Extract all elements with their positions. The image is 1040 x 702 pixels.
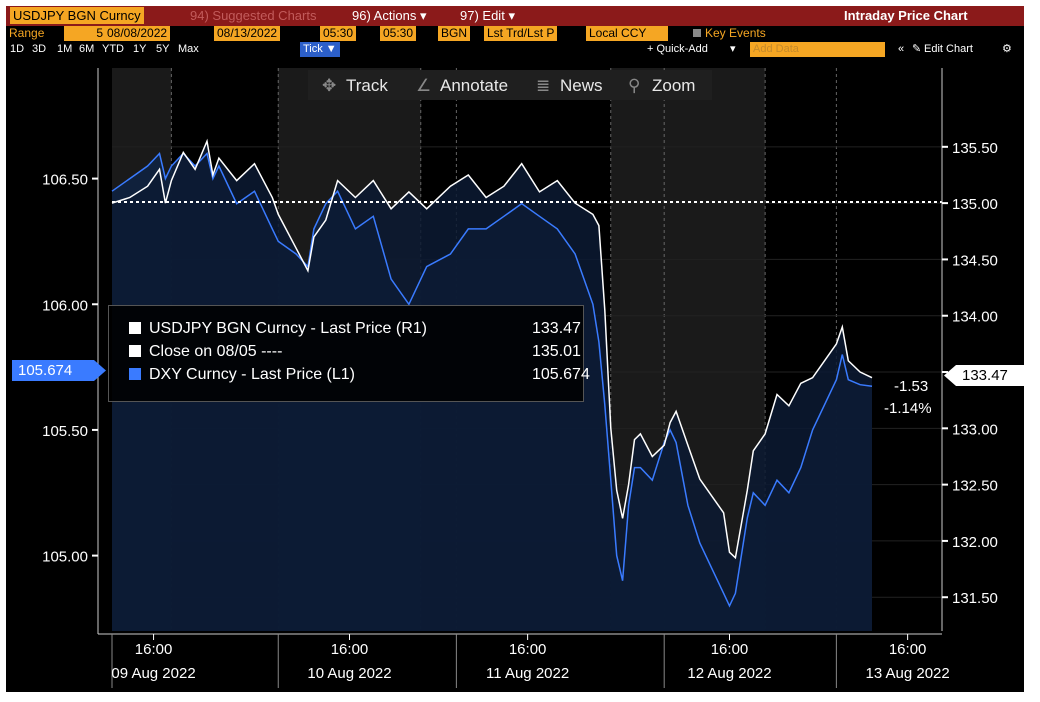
- range-label: Range: [9, 26, 45, 40]
- dxy-line: [111, 151, 873, 608]
- x-date-label: 10 Aug 2022: [307, 665, 391, 682]
- legend-row-close[interactable]: Close on 08/05 ---- 135.01: [129, 343, 581, 363]
- x-tick-label: 16:00: [509, 641, 547, 658]
- chart-toolbar: ✥ Track ∠ Annotate ≣ News ⚲ Zoom: [308, 70, 712, 100]
- legend-swatch: [129, 368, 141, 380]
- legend-label: USDJPY BGN Curncy - Last Price (R1): [149, 320, 427, 337]
- x-date-label: 11 Aug 2022: [486, 665, 569, 682]
- legend-value: 105.674: [532, 366, 590, 383]
- start-date-field[interactable]: 08/08/2022: [104, 26, 171, 41]
- legend-value: 135.01: [532, 343, 581, 360]
- period-ytd[interactable]: YTD: [102, 43, 124, 55]
- right-tick-label: 134.50: [952, 252, 998, 269]
- range-bar: Range 5 08/08/2022 08/13/2022 05:30 05:3…: [6, 26, 1024, 41]
- collapse-icon[interactable]: «: [898, 43, 905, 55]
- legend-label: Close on 08/05 ----: [149, 343, 283, 360]
- chevron-down-icon[interactable]: ▾: [730, 43, 736, 55]
- period-bar: 1D 3D 1M 6M YTD 1Y 5Y Max Tick ▼ + Quick…: [6, 42, 1024, 57]
- annotate-tool[interactable]: Annotate: [440, 76, 509, 95]
- period-1y[interactable]: 1Y: [133, 43, 147, 55]
- right-tick-label: 135.50: [952, 140, 998, 157]
- checkbox-icon: [693, 29, 701, 37]
- x-date-label: 09 Aug 2022: [111, 665, 195, 682]
- dxy-last-price-tag: 105.674: [12, 360, 94, 381]
- chevron-down-icon: ▾: [508, 8, 515, 23]
- quick-add-button[interactable]: + Quick-Add: [647, 43, 708, 55]
- header-bar: USDJPY BGN Curncy 94) Suggested Charts 9…: [6, 6, 1024, 26]
- legend-swatch: [129, 345, 141, 357]
- x-tick-label: 16:00: [711, 641, 749, 658]
- right-tick-label: 135.00: [952, 196, 998, 213]
- tag-arrow: [94, 360, 106, 381]
- edit-menu[interactable]: 97) Edit ▾: [460, 8, 515, 24]
- field-selector[interactable]: Lst Trd/Lst P: [484, 26, 558, 41]
- end-time-field[interactable]: 05:30: [380, 26, 417, 41]
- change-percent: -1.14%: [884, 400, 932, 417]
- left-tick-label: 106.00: [42, 297, 88, 314]
- bloomberg-terminal: 105.00 105.50 106.00 106.50 131.50 132.00 132.…: [6, 6, 1024, 692]
- news-tool[interactable]: News: [560, 76, 603, 95]
- tag-arrow: [944, 365, 956, 386]
- pencil-icon: ✎: [912, 43, 922, 55]
- period-5y[interactable]: 5Y: [156, 43, 170, 55]
- left-tick-label: 105.50: [42, 423, 88, 440]
- right-tick-label: 133.00: [952, 421, 998, 438]
- actions-label: 96) Actions: [352, 8, 417, 23]
- x-date-label: 13 Aug 2022: [865, 665, 949, 682]
- chart-legend: USDJPY BGN Curncy - Last Price (R1) 133.…: [108, 305, 590, 402]
- suggested-charts-menu[interactable]: 94) Suggested Charts: [190, 8, 317, 23]
- legend-label: DXY Curncy - Last Price (L1): [149, 366, 355, 383]
- usdjpy-line: [111, 138, 873, 560]
- pencil-icon: ∠: [416, 76, 432, 95]
- chevron-down-icon: ▾: [419, 8, 427, 23]
- period-6m[interactable]: 6M: [79, 43, 95, 55]
- period-max[interactable]: Max: [178, 43, 199, 55]
- left-tick-label: 106.50: [42, 172, 88, 189]
- key-events-toggle[interactable]: Key Events: [693, 26, 766, 41]
- add-data-input[interactable]: Add Data: [750, 42, 885, 57]
- usdjpy-last-price-tag: 133.47: [956, 365, 1024, 386]
- x-tick-label: 16:00: [331, 641, 369, 658]
- legend-swatch: [129, 322, 141, 334]
- period-3d[interactable]: 3D: [32, 43, 47, 55]
- x-date-label: 12 Aug 2022: [687, 665, 771, 682]
- crosshair-icon: ✥: [322, 76, 337, 95]
- period-1d[interactable]: 1D: [10, 43, 25, 55]
- page-title: Intraday Price Chart: [844, 8, 968, 23]
- right-tick-label: 132.00: [952, 534, 998, 551]
- edit-label: 97) Edit: [460, 8, 505, 23]
- right-tick-label: 132.50: [952, 478, 998, 495]
- legend-row-usdjpy[interactable]: USDJPY BGN Curncy - Last Price (R1) 133.…: [129, 320, 581, 340]
- end-date-field[interactable]: 08/13/2022: [214, 26, 281, 41]
- edit-chart-button[interactable]: Edit Chart: [924, 43, 973, 55]
- period-1m[interactable]: 1M: [57, 43, 73, 55]
- right-tick-label: 134.00: [952, 309, 998, 326]
- currency-dropdown[interactable]: Local CCY: [586, 26, 668, 41]
- legend-row-dxy[interactable]: DXY Curncy - Last Price (L1) 105.674: [129, 366, 590, 386]
- ticker-field[interactable]: USDJPY BGN Curncy: [10, 7, 144, 24]
- gear-icon[interactable]: ⚙: [1002, 43, 1012, 55]
- zoom-tool[interactable]: Zoom: [652, 76, 696, 95]
- tick-dropdown[interactable]: Tick ▼: [300, 42, 340, 57]
- news-icon: ≣: [536, 76, 551, 95]
- x-tick-label: 16:00: [135, 641, 173, 658]
- legend-value: 133.47: [532, 320, 581, 337]
- source-field[interactable]: BGN: [438, 26, 471, 41]
- search-icon: ⚲: [628, 76, 641, 95]
- start-time-field[interactable]: 05:30: [320, 26, 357, 41]
- x-tick-label: 16:00: [889, 641, 927, 658]
- change-value: -1.53: [894, 378, 929, 395]
- track-tool[interactable]: Track: [346, 76, 388, 95]
- actions-menu[interactable]: 96) Actions ▾: [352, 8, 426, 24]
- right-tick-label: 131.50: [952, 590, 998, 607]
- range-value-field[interactable]: 5: [64, 26, 106, 41]
- key-events-label: Key Events: [705, 26, 766, 40]
- left-tick-label: 105.00: [42, 549, 88, 566]
